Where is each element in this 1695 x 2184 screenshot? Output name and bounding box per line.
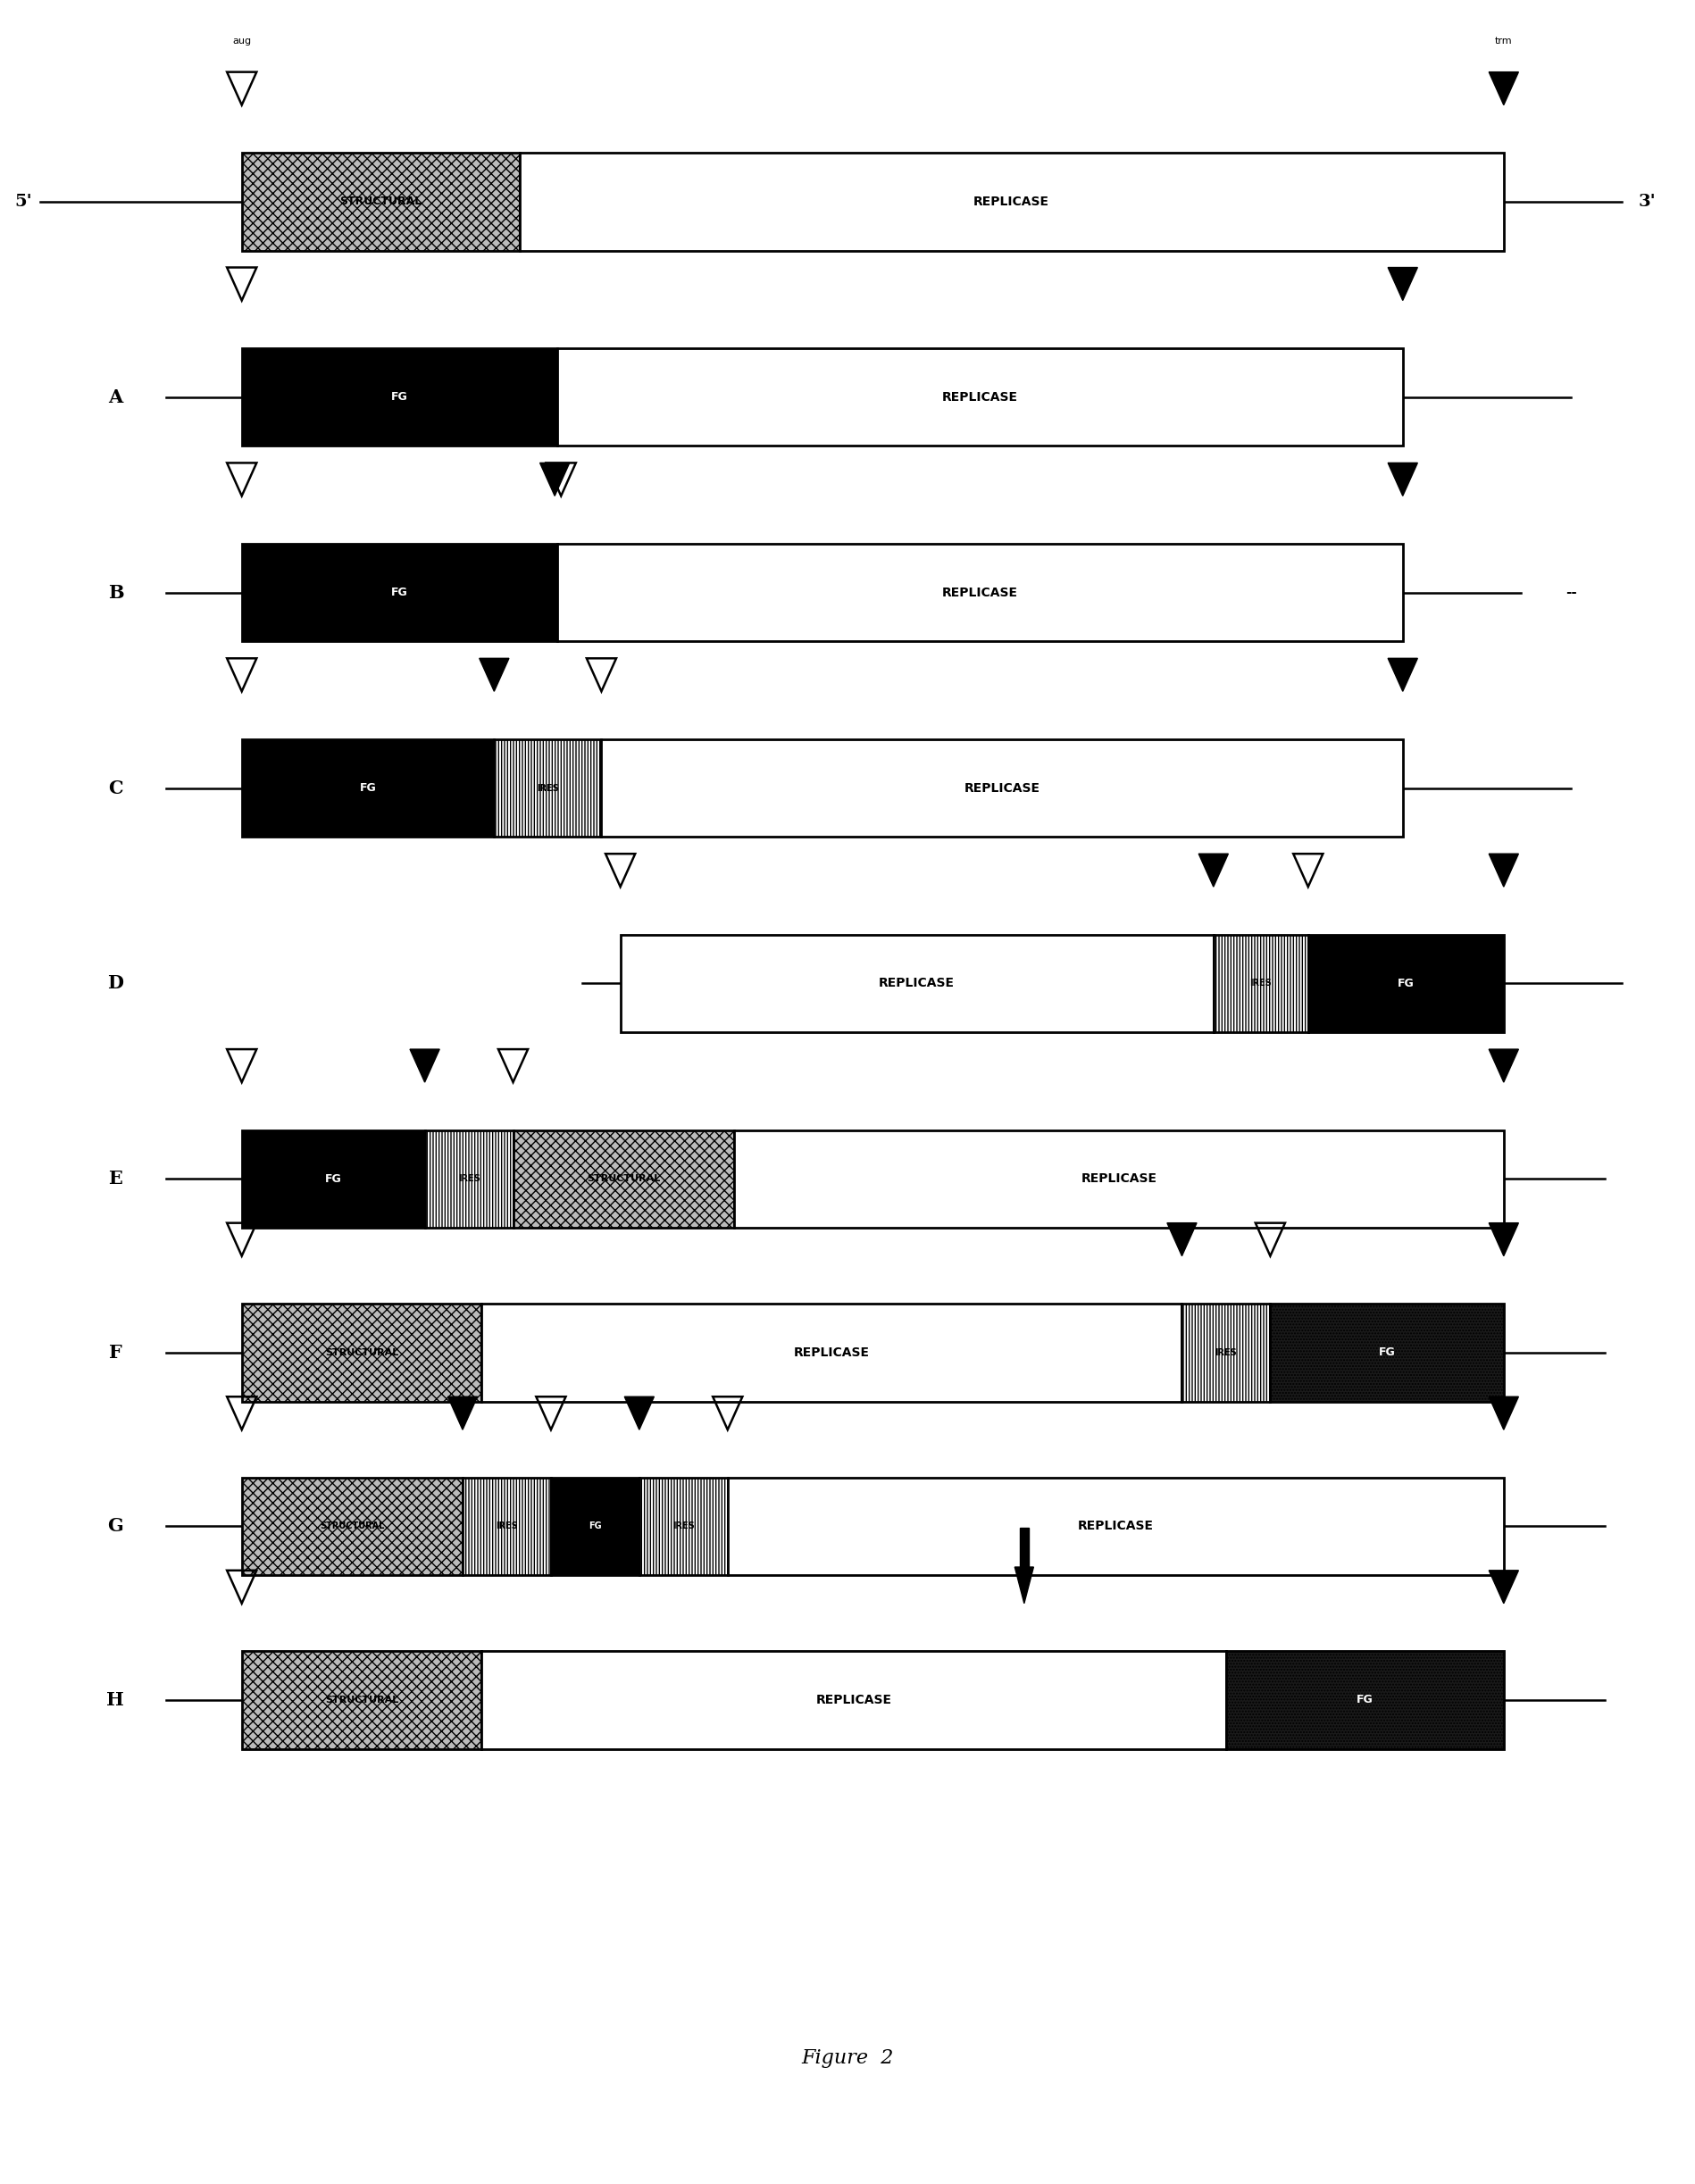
Bar bbox=[1019, 1527, 1029, 1570]
Bar bbox=[242, 1304, 481, 1402]
Bar bbox=[463, 1476, 551, 1575]
Bar bbox=[558, 347, 1403, 446]
Polygon shape bbox=[541, 463, 570, 496]
Text: trm: trm bbox=[1495, 37, 1512, 46]
Bar bbox=[1225, 1651, 1503, 1749]
Bar bbox=[242, 153, 519, 251]
Bar bbox=[242, 1651, 481, 1749]
Text: IRES: IRES bbox=[537, 784, 559, 793]
Text: REPLICASE: REPLICASE bbox=[973, 194, 1049, 207]
Text: 5': 5' bbox=[14, 194, 32, 210]
Text: aug: aug bbox=[232, 37, 251, 46]
Polygon shape bbox=[1388, 657, 1417, 692]
Polygon shape bbox=[480, 657, 508, 692]
Bar bbox=[242, 1129, 425, 1227]
Text: IRES: IRES bbox=[673, 1522, 695, 1531]
Bar bbox=[602, 738, 1403, 836]
Bar bbox=[242, 544, 558, 642]
Text: STRUCTURAL: STRUCTURAL bbox=[320, 1522, 385, 1531]
Polygon shape bbox=[1488, 1398, 1519, 1431]
Bar bbox=[639, 1476, 727, 1575]
Polygon shape bbox=[1388, 463, 1417, 496]
Polygon shape bbox=[1015, 1568, 1034, 1603]
Text: STRUCTURAL: STRUCTURAL bbox=[339, 197, 422, 207]
Text: STRUCTURAL: STRUCTURAL bbox=[325, 1695, 398, 1704]
Bar bbox=[481, 1304, 1181, 1402]
Text: REPLICASE: REPLICASE bbox=[793, 1345, 870, 1358]
Text: Figure  2: Figure 2 bbox=[802, 2049, 893, 2068]
Text: IRES: IRES bbox=[1249, 978, 1271, 987]
Polygon shape bbox=[624, 1398, 654, 1431]
Bar bbox=[495, 738, 602, 836]
Text: G: G bbox=[108, 1518, 124, 1535]
Text: FG: FG bbox=[1398, 978, 1414, 989]
Text: H: H bbox=[107, 1690, 124, 1708]
Bar bbox=[1214, 935, 1309, 1033]
Bar bbox=[551, 1476, 639, 1575]
Text: STRUCTURAL: STRUCTURAL bbox=[586, 1175, 661, 1184]
Bar bbox=[727, 1476, 1503, 1575]
Polygon shape bbox=[1488, 854, 1519, 887]
Bar bbox=[620, 935, 1214, 1033]
Text: REPLICASE: REPLICASE bbox=[942, 585, 1019, 598]
Text: REPLICASE: REPLICASE bbox=[964, 782, 1041, 795]
Polygon shape bbox=[1488, 1570, 1519, 1603]
Bar bbox=[481, 1651, 1225, 1749]
Polygon shape bbox=[410, 1048, 439, 1083]
Text: IRES: IRES bbox=[458, 1175, 480, 1184]
Bar bbox=[242, 738, 495, 836]
Text: D: D bbox=[107, 974, 124, 992]
Bar bbox=[242, 347, 558, 446]
Text: REPLICASE: REPLICASE bbox=[1078, 1520, 1154, 1533]
Text: --: -- bbox=[1564, 585, 1576, 598]
Text: FG: FG bbox=[325, 1173, 342, 1184]
Text: B: B bbox=[108, 583, 124, 601]
Polygon shape bbox=[447, 1398, 478, 1431]
Text: STRUCTURAL: STRUCTURAL bbox=[325, 1348, 398, 1356]
Polygon shape bbox=[1488, 72, 1519, 105]
Text: REPLICASE: REPLICASE bbox=[815, 1695, 892, 1706]
Text: REPLICASE: REPLICASE bbox=[880, 976, 954, 989]
Text: FG: FG bbox=[392, 587, 408, 598]
Text: FG: FG bbox=[588, 1522, 602, 1531]
Bar bbox=[242, 1476, 463, 1575]
Text: 3': 3' bbox=[1637, 194, 1656, 210]
Bar bbox=[514, 1129, 734, 1227]
Text: A: A bbox=[108, 389, 122, 406]
Text: C: C bbox=[108, 780, 124, 797]
Bar bbox=[1270, 1304, 1503, 1402]
Text: E: E bbox=[108, 1171, 122, 1188]
Bar bbox=[425, 1129, 514, 1227]
Polygon shape bbox=[1168, 1223, 1197, 1256]
Text: FG: FG bbox=[359, 782, 376, 793]
Text: F: F bbox=[108, 1343, 122, 1361]
Bar bbox=[734, 1129, 1503, 1227]
Polygon shape bbox=[1488, 1223, 1519, 1256]
Bar bbox=[1309, 935, 1503, 1033]
Text: REPLICASE: REPLICASE bbox=[942, 391, 1019, 404]
Bar bbox=[1181, 1304, 1270, 1402]
Polygon shape bbox=[1488, 1048, 1519, 1083]
Bar bbox=[519, 153, 1503, 251]
Text: IRES: IRES bbox=[1215, 1348, 1237, 1356]
Polygon shape bbox=[1388, 266, 1417, 301]
Text: IRES: IRES bbox=[495, 1522, 519, 1531]
Text: REPLICASE: REPLICASE bbox=[1081, 1173, 1156, 1186]
Text: FG: FG bbox=[392, 391, 408, 402]
Text: FG: FG bbox=[1378, 1348, 1395, 1358]
Bar bbox=[558, 544, 1403, 642]
Text: FG: FG bbox=[1356, 1695, 1373, 1706]
Polygon shape bbox=[1198, 854, 1229, 887]
